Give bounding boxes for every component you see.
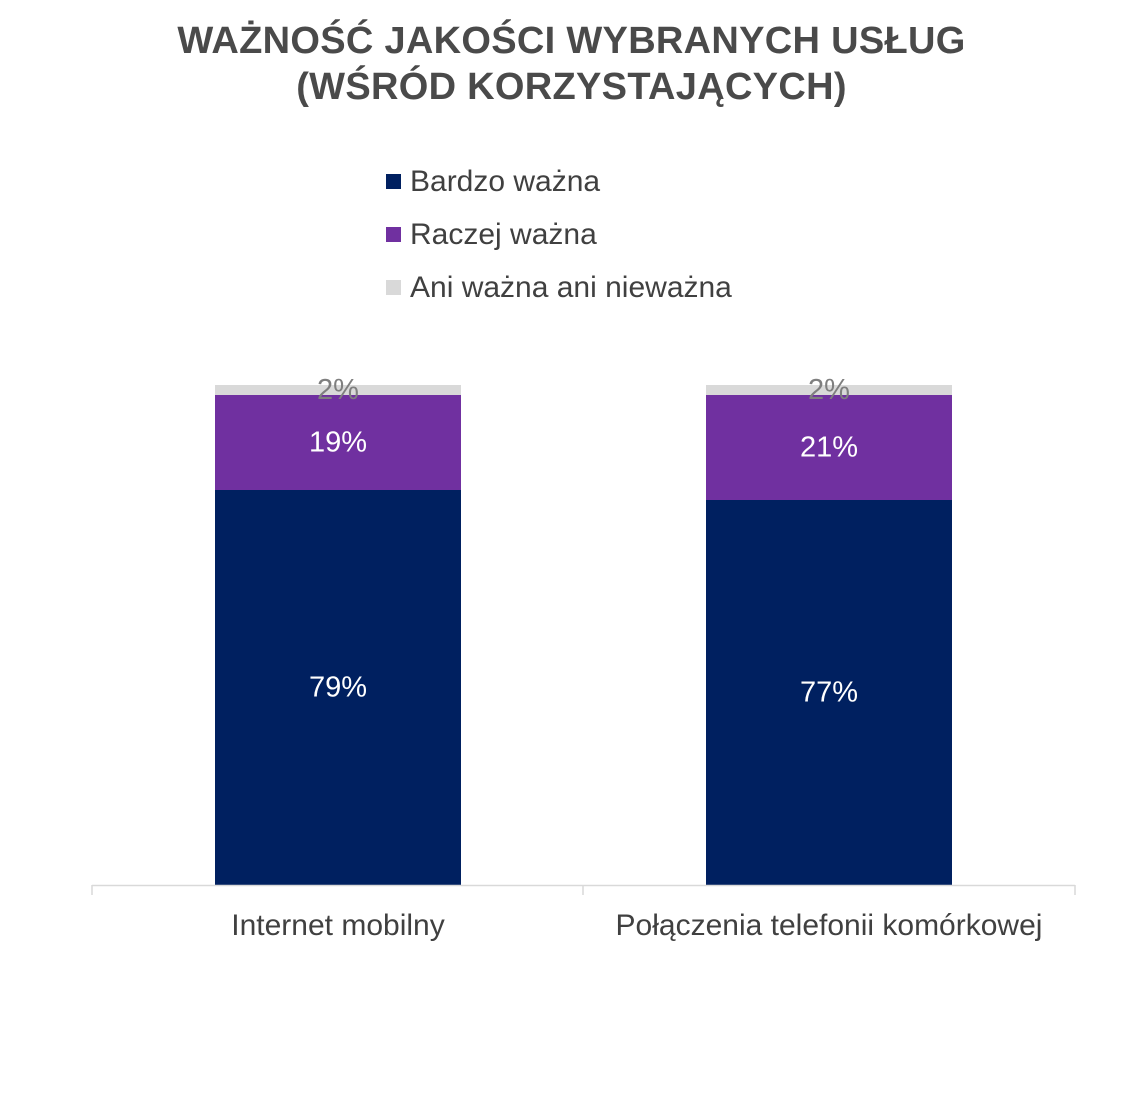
chart-title-line-2: (WŚRÓD KORZYSTAJĄCYCH) (296, 66, 847, 108)
data-label-bardzo-1: 79% (309, 672, 367, 704)
bar-segment-raczej-2 (706, 395, 952, 500)
legend-label-raczej: Raczej ważna (410, 217, 597, 251)
chart-title-line-1: WAŻNOŚĆ JAKOŚCI WYBRANYCH USŁUG (177, 20, 966, 62)
category-label-2: Połączenia telefonii komórkowej (616, 909, 1043, 942)
data-label-bardzo-2: 77% (800, 677, 858, 709)
data-label-raczej-2: 21% (800, 432, 858, 464)
bar-segment-ani-2 (706, 385, 952, 395)
legend-swatch-ani (386, 280, 401, 295)
legend-item-ani: Ani ważna ani nieważna (386, 261, 732, 314)
bar-segment-bardzo-2 (706, 500, 952, 885)
legend-item-bardzo: Bardzo ważna (386, 155, 732, 208)
bar-segment-bardzo-1 (215, 490, 461, 885)
data-label-ani-2: 2% (808, 374, 850, 406)
chart-legend: Bardzo ważna Raczej ważna Ani ważna ani … (386, 155, 732, 314)
legend-label-ani: Ani ważna ani nieważna (410, 270, 732, 304)
data-label-raczej-1: 19% (309, 427, 367, 459)
bar-segment-raczej-1 (215, 395, 461, 490)
legend-swatch-raczej (386, 227, 401, 242)
legend-swatch-bardzo (386, 174, 401, 189)
category-label-1: Internet mobilny (231, 909, 444, 942)
chart-title: WAŻNOŚĆ JAKOŚCI WYBRANYCH USŁUG (WŚRÓD K… (0, 18, 1143, 110)
legend-label-bardzo: Bardzo ważna (410, 164, 601, 198)
bar-segment-ani-1 (215, 385, 461, 395)
legend-item-raczej: Raczej ważna (386, 208, 732, 261)
data-label-ani-1: 2% (317, 374, 359, 406)
